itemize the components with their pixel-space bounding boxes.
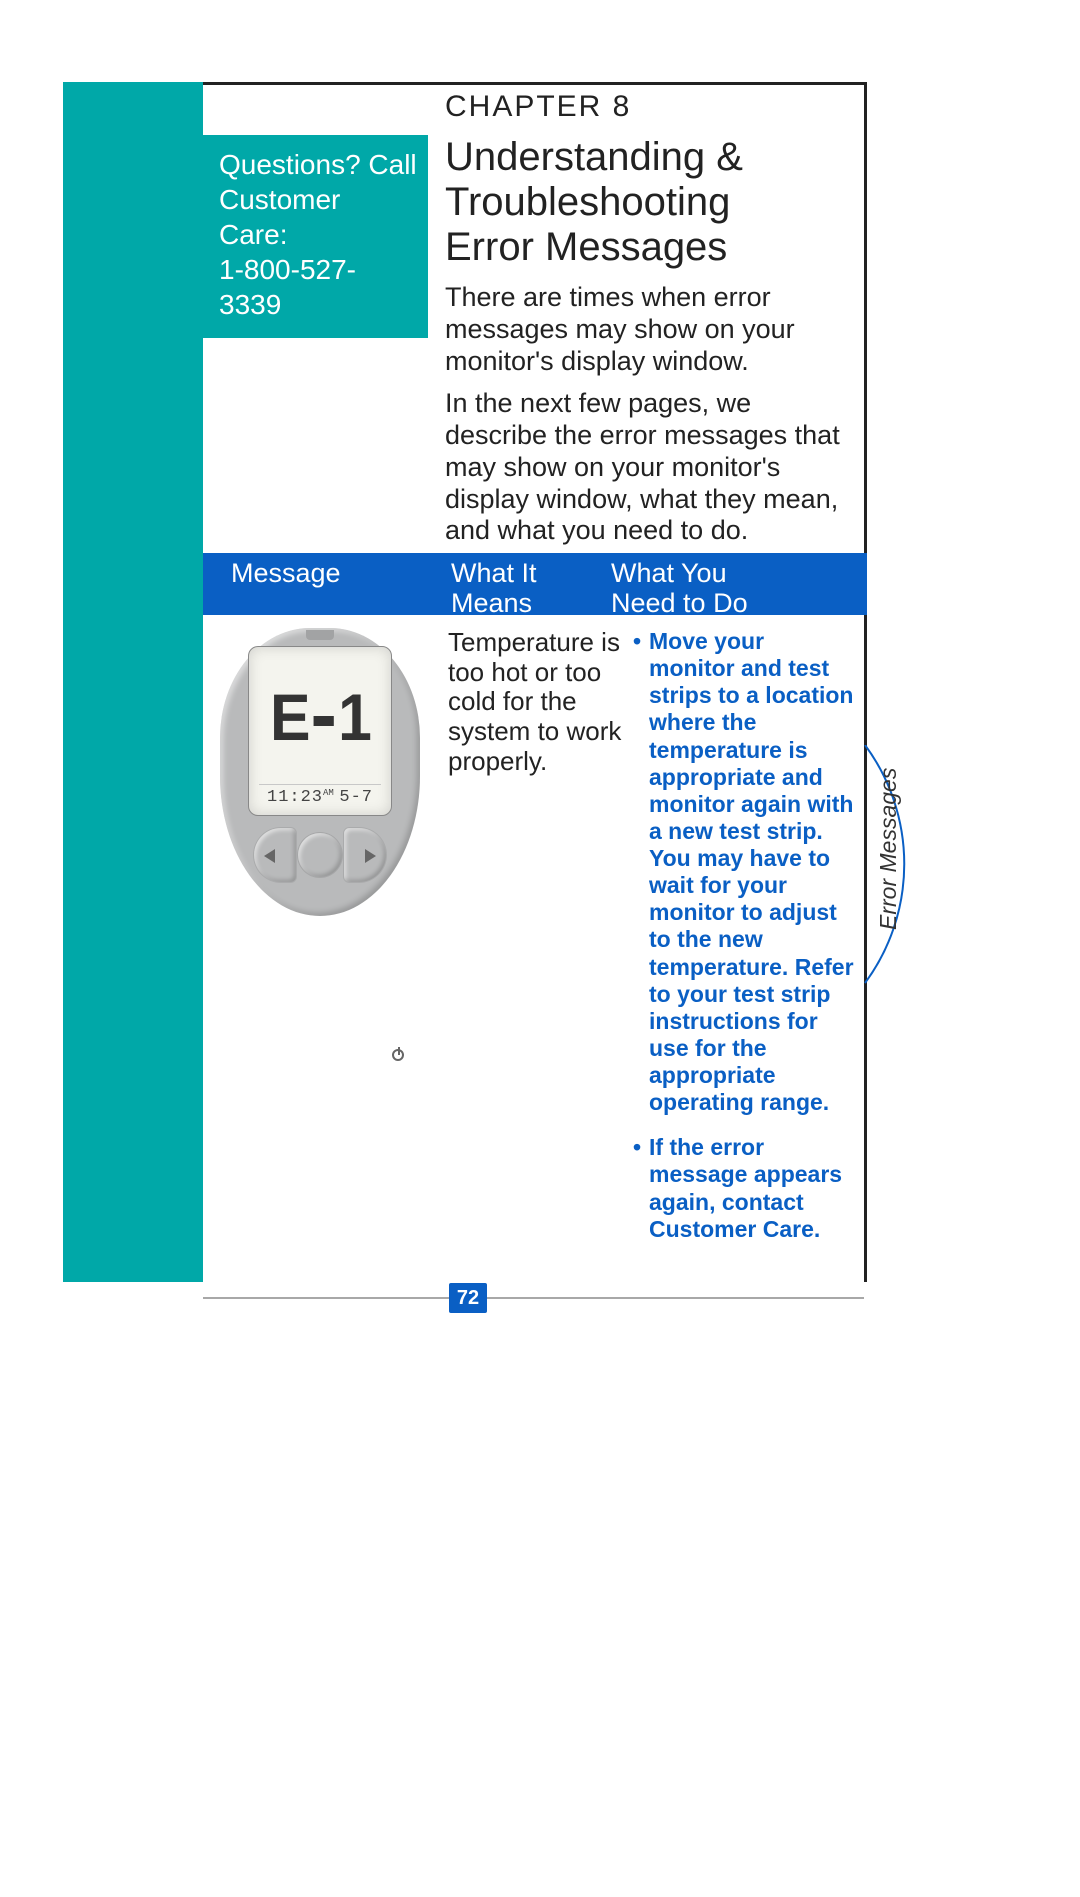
action-text-1: Move your monitor and test strips to a l…: [649, 628, 855, 1116]
page-border-top: [203, 82, 864, 85]
customer-care-callout: Questions? Call Customer Care: 1-800-527…: [203, 135, 428, 338]
error-table-header: Message What It Means What You Need to D…: [203, 553, 867, 615]
chapter-title-line3: Error Messages: [445, 225, 743, 270]
action-item-2: • If the error message appears again, co…: [633, 1134, 855, 1243]
action-text-2: If the error message appears again, cont…: [649, 1134, 855, 1243]
manual-page: Questions? Call Customer Care: 1-800-527…: [0, 0, 1080, 1455]
intro-paragraph-1: There are times when error messages may …: [445, 282, 850, 378]
chevron-right-icon: [365, 849, 376, 863]
strip-slot: [306, 630, 334, 640]
chevron-left-icon: [264, 849, 275, 863]
th-message: Message: [231, 559, 341, 589]
device-time: 11:23AM: [267, 788, 334, 807]
chapter-label: CHAPTER 8: [445, 90, 631, 124]
page-number: 72: [449, 1283, 487, 1313]
callout-phone: 1-800-527-3339: [219, 252, 414, 322]
th-action: What You Need to Do: [611, 559, 748, 618]
device-date: 5-7: [339, 788, 373, 807]
what-to-do-list: • Move your monitor and test strips to a…: [633, 628, 855, 1243]
footer-rule-left: [203, 1297, 449, 1299]
error-code: E1: [255, 679, 386, 755]
footer-rule-right: [487, 1297, 864, 1299]
what-it-means-text: Temperature is too hot or too cold for t…: [448, 628, 623, 776]
left-accent-bar: [63, 82, 203, 1282]
nav-left-button: [254, 828, 296, 882]
callout-line2: Customer Care:: [219, 182, 414, 252]
screen-divider: [259, 784, 381, 785]
chapter-title-line2: Troubleshooting: [445, 180, 743, 225]
device-body: E1 11:23AM 5-7: [220, 628, 420, 916]
monitor-device-illustration: E1 11:23AM 5-7: [220, 628, 420, 916]
power-icon: [392, 1049, 404, 1061]
intro-paragraph-2: In the next few pages, we describe the e…: [445, 388, 857, 547]
bullet-icon: •: [633, 1134, 649, 1243]
th-means: What It Means: [451, 559, 537, 618]
power-button: [298, 833, 342, 877]
callout-line1: Questions? Call: [219, 147, 414, 182]
nav-right-button: [344, 828, 386, 882]
chapter-title: Understanding & Troubleshooting Error Me…: [445, 135, 743, 269]
page-border-right: [864, 82, 867, 1282]
device-screen: E1 11:23AM 5-7: [248, 646, 392, 816]
chapter-title-line1: Understanding &: [445, 135, 743, 180]
section-tab-label: Error Messages: [875, 768, 902, 930]
bullet-icon: •: [633, 628, 649, 1116]
action-item-1: • Move your monitor and test strips to a…: [633, 628, 855, 1116]
